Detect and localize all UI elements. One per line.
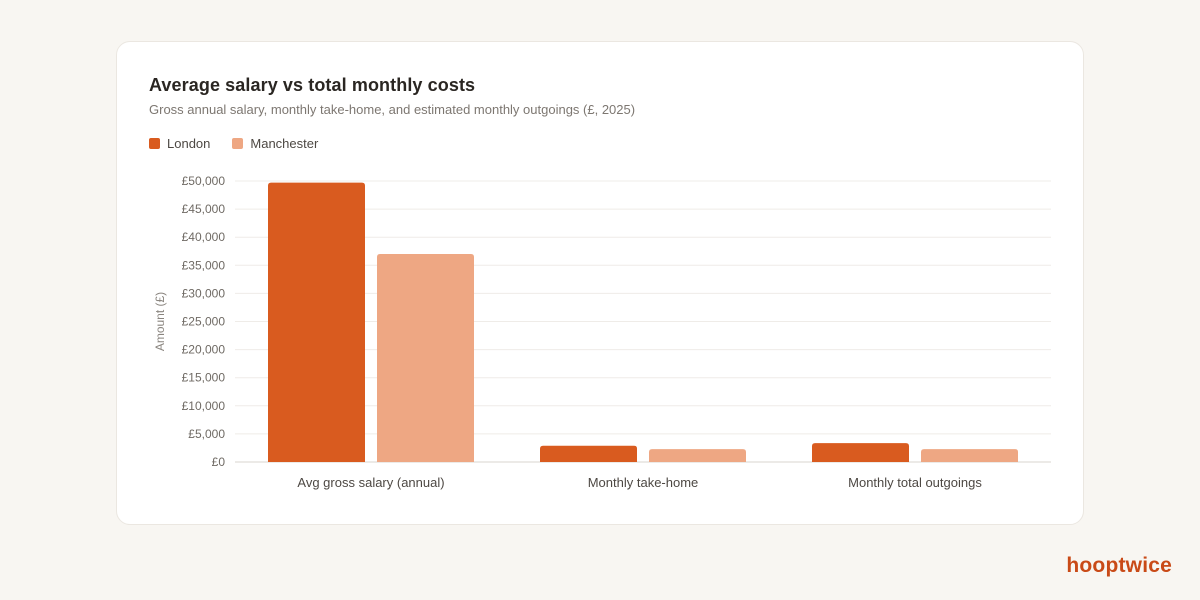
y-tick-label: £35,000 <box>182 258 226 272</box>
chart-title: Average salary vs total monthly costs <box>149 75 476 95</box>
x-tick-label: Avg gross salary (annual) <box>297 475 444 490</box>
x-tick-label: Monthly take-home <box>588 475 699 490</box>
bar-manchester-0 <box>377 254 474 462</box>
legend-item-london[interactable]: London <box>149 136 210 151</box>
y-tick-label: £10,000 <box>182 399 226 413</box>
legend-swatch-manchester <box>232 138 244 149</box>
y-tick-label: £40,000 <box>182 230 226 244</box>
bar-london-0 <box>268 182 365 462</box>
bar-london-1 <box>540 445 637 462</box>
chart-legend: London Manchester <box>149 136 318 151</box>
y-tick-label: £5,000 <box>188 427 225 441</box>
brand-logo: hooptwice <box>1066 554 1172 577</box>
legend-label-london: London <box>167 136 211 151</box>
chart-subtitle: Gross annual salary, monthly take-home, … <box>149 102 636 117</box>
y-tick-label: £15,000 <box>182 371 226 385</box>
bar-manchester-1 <box>649 449 746 462</box>
y-tick-label: £20,000 <box>182 343 226 357</box>
legend-swatch-london <box>149 138 160 149</box>
x-tick-label: Monthly total outgoings <box>848 475 982 490</box>
y-tick-label: £45,000 <box>182 202 226 216</box>
chart-card: Average salary vs total monthly costs Gr… <box>116 41 1084 525</box>
y-tick-label: £50,000 <box>182 174 226 188</box>
y-tick-label: £30,000 <box>182 286 226 300</box>
y-tick-label: £0 <box>212 455 226 469</box>
legend-item-manchester[interactable]: Manchester <box>232 136 318 151</box>
y-axis-label: Amount (£) <box>153 292 167 351</box>
legend-label-manchester: Manchester <box>250 136 319 151</box>
bar-chart: £0 £5,000 £10,000 £15,000 £20,000 £25,000 £30,… <box>153 174 1051 490</box>
y-tick-label: £25,000 <box>182 315 226 329</box>
bar-london-2 <box>812 443 909 462</box>
bar-manchester-2 <box>921 449 1018 462</box>
